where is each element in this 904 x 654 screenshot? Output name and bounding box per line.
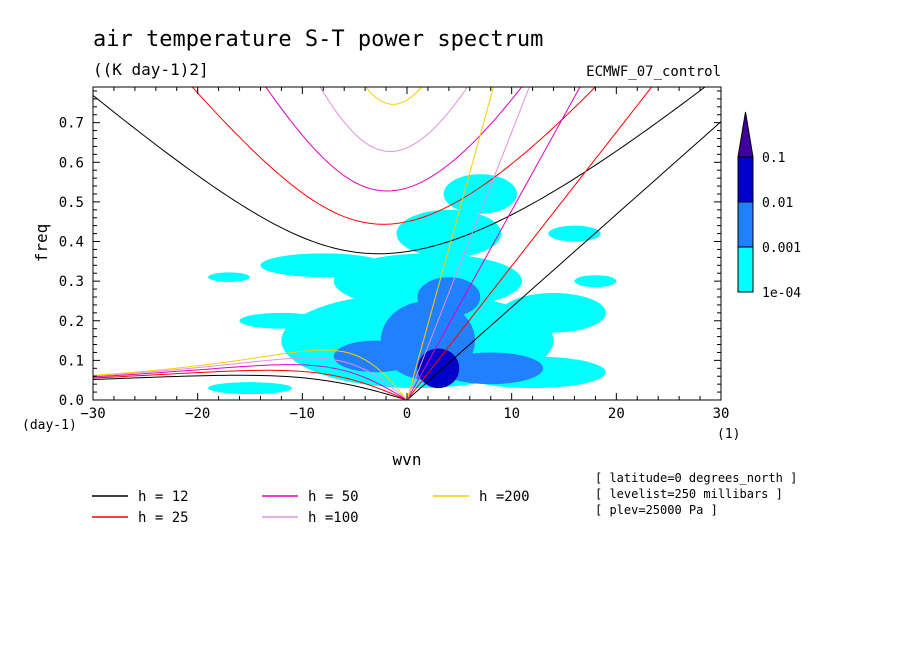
colorbar-label: 0.1: [762, 151, 785, 166]
colorbar-label: 1e-04: [762, 286, 801, 301]
rossby-wave-curve: [93, 357, 408, 400]
colorbar-segment: [737, 246, 754, 293]
kelvin-wave-curve: [406, 87, 495, 400]
y-tick-label: 0.6: [59, 155, 84, 171]
x-tick-label: −10: [290, 406, 315, 422]
x-axis: −30 −20 −10 0 10 20 30: [80, 87, 729, 422]
x-tick-label: −30: [80, 406, 105, 422]
x-unit-label: (1): [717, 427, 740, 442]
annotation-plev: [ plev=25000 Pa ]: [595, 503, 718, 517]
x-axis-label: wvn: [393, 450, 422, 469]
y-tick-label: 0.4: [59, 235, 84, 251]
spectrum-blob: [548, 225, 601, 242]
colorbar-segment: [737, 156, 754, 203]
x-tick-label: 0: [403, 406, 411, 422]
y-tick-label: 0.0: [59, 393, 84, 409]
inertia-gravity-curve: [93, 87, 706, 255]
y-tick-label: 0.3: [59, 274, 84, 290]
colorbar-segment: [737, 201, 754, 248]
spectrum-blob: [260, 253, 387, 278]
spectrum-blob: [443, 174, 517, 214]
colorbar: 1e-04 0.001 0.01 0.1: [737, 111, 801, 301]
colorbar-triangle: [737, 111, 754, 158]
spectrum-blob: [208, 382, 292, 395]
inertia-gravity-curve: [365, 87, 423, 105]
y-tick-label: 0.7: [59, 116, 84, 132]
x-tick-label: −20: [185, 406, 210, 422]
x-tick-label: 20: [608, 406, 625, 422]
spectrum-blob: [438, 352, 544, 385]
legend-label: h =200: [479, 489, 530, 505]
spectrum-blob: [239, 312, 324, 329]
kelvin-wave-curve: [406, 87, 581, 400]
rossby-wave-curve: [93, 369, 408, 400]
colorbar-label: 0.01: [762, 196, 793, 211]
dispersion-curves: [93, 87, 721, 400]
kelvin-wave-curve: [406, 87, 653, 400]
kelvin-wave-curve: [406, 87, 530, 400]
spectrum-blob: [574, 275, 617, 288]
y-axis: 0.0 0.1 0.2 0.3 0.4 0.5 0.6 0.7: [59, 90, 721, 409]
inertia-gravity-curve: [319, 87, 469, 152]
y-tick-label: 0.2: [59, 314, 84, 330]
chart-subtitle: ((K day-1)2]: [93, 60, 209, 79]
x-tick-label: 10: [503, 406, 520, 422]
spectrum-heatmap: [208, 174, 617, 395]
rossby-wave-curve: [93, 349, 408, 400]
legend-label: h =100: [308, 510, 359, 526]
annotation-latitude: [ latitude=0 degrees_north ]: [595, 471, 797, 485]
legend-label: h = 12: [138, 489, 189, 505]
spectrum-blob: [501, 293, 606, 333]
spectrum-blob: [333, 340, 418, 373]
x-tick-label: 30: [713, 406, 730, 422]
y-tick-label: 0.1: [59, 353, 84, 369]
annotation-levelist: [ levelist=250 millibars ]: [595, 487, 783, 501]
spectrum-blob: [396, 209, 502, 258]
spectrum-blob: [208, 272, 250, 282]
chart-title: air temperature S-T power spectrum: [93, 27, 543, 52]
y-tick-label: 0.5: [59, 195, 84, 211]
spectrum-blob: [417, 348, 460, 389]
legend-label: h = 50: [308, 489, 359, 505]
y-axis-label: freq: [32, 224, 51, 263]
legend: h = 12 h = 25 h = 50 h =100 h =200: [92, 489, 530, 526]
spectrum-blob: [417, 277, 481, 317]
dataset-label: ECMWF_07_control: [586, 64, 721, 80]
legend-label: h = 25: [138, 510, 189, 526]
inertia-gravity-curve: [265, 87, 523, 192]
rossby-wave-curve: [93, 374, 408, 400]
y-unit-label: (day-1): [22, 418, 77, 433]
kelvin-wave-curve: [406, 121, 721, 400]
colorbar-label: 0.001: [762, 241, 801, 256]
rossby-wave-curve: [93, 364, 408, 400]
